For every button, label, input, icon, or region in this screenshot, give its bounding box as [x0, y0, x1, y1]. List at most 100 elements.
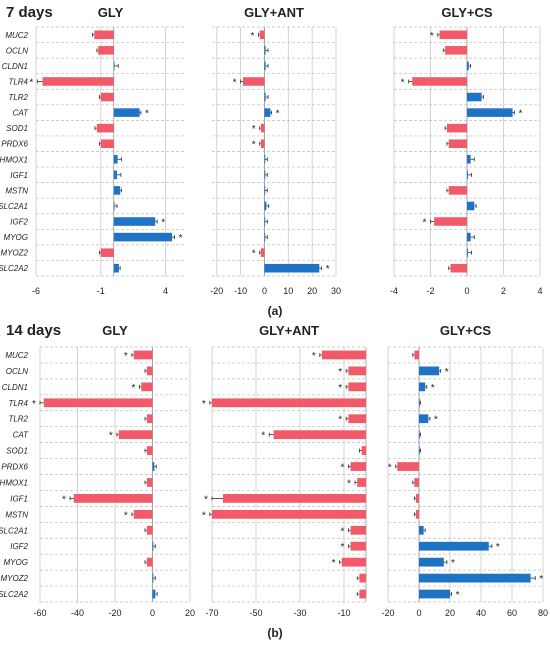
tick-label: 60: [507, 608, 517, 618]
significance-star: *: [251, 31, 255, 42]
bar: [152, 589, 156, 599]
gene-label: MUC2: [5, 351, 28, 360]
bar: [350, 525, 366, 535]
bar: [361, 446, 366, 455]
bar: [98, 46, 114, 55]
bar: [467, 170, 468, 180]
bar: [146, 414, 153, 424]
gene-label: CAT: [13, 109, 30, 118]
significance-star: *: [456, 590, 460, 601]
tick-label: 80: [538, 608, 548, 618]
tick-label: 4: [537, 286, 542, 296]
bar: [264, 92, 266, 102]
bar: [260, 123, 265, 133]
bar: [264, 61, 266, 71]
bar: [448, 186, 467, 195]
gene-label: MUC2: [5, 31, 28, 40]
tick-label: 0: [416, 608, 421, 618]
significance-star: *: [124, 510, 128, 521]
bar: [212, 509, 366, 519]
significance-star: *: [179, 233, 183, 244]
tick-label: 30: [331, 286, 341, 296]
panel-title: GLY: [102, 323, 128, 338]
tick-label: 40: [476, 608, 486, 618]
significance-star: *: [252, 140, 256, 151]
bar: [350, 462, 366, 471]
tick-label: -70: [205, 608, 218, 618]
block-label: 7 days: [6, 4, 53, 21]
bar: [243, 77, 265, 86]
significance-star: *: [233, 77, 237, 88]
gene-label: IGF2: [10, 218, 28, 227]
bar: [414, 478, 419, 487]
bar: [113, 170, 117, 180]
bar: [467, 92, 482, 102]
bar: [448, 139, 467, 148]
bar: [260, 139, 265, 148]
gene-label: SLC2A2: [0, 590, 29, 599]
tick-label: -20: [210, 286, 223, 296]
gene-label: SOD1: [6, 124, 28, 133]
bar: [113, 232, 173, 242]
bar: [264, 217, 266, 226]
bar: [439, 30, 467, 40]
bar: [434, 217, 467, 226]
tick-label: -2: [426, 286, 434, 296]
bar: [467, 61, 469, 71]
gene-label: CAT: [13, 431, 30, 440]
tick-label: 20: [185, 608, 195, 618]
significance-star: *: [332, 558, 336, 569]
significance-star: *: [62, 494, 66, 505]
bar: [152, 541, 154, 551]
significance-star: *: [338, 383, 342, 394]
bar: [467, 201, 475, 211]
gene-label: SLC2A2: [0, 264, 29, 273]
tick-label: -40: [71, 608, 84, 618]
significance-star: *: [423, 218, 427, 229]
significance-star: *: [252, 249, 256, 260]
bar: [450, 263, 467, 273]
bar: [146, 366, 153, 376]
bar: [100, 248, 114, 257]
tick-label: -4: [390, 286, 398, 296]
bar: [264, 263, 320, 273]
bar: [467, 248, 468, 257]
gene-label: MYOG: [4, 558, 28, 567]
significance-star: *: [539, 574, 543, 585]
bar: [348, 382, 366, 392]
bar: [146, 478, 153, 487]
tick-label: -10: [337, 608, 350, 618]
significance-star: *: [276, 109, 280, 120]
significance-star: *: [204, 494, 208, 505]
bar: [467, 232, 471, 242]
bar: [415, 494, 419, 503]
block-label: 14 days: [6, 322, 61, 339]
gene-label: SLC2A1: [0, 526, 28, 535]
gene-label: SOD1: [6, 447, 28, 456]
panel-title: GLY+ANT: [259, 323, 319, 338]
gene-label: SLC2A1: [0, 202, 28, 211]
significance-star: *: [388, 463, 392, 474]
significance-star: *: [202, 399, 206, 410]
bar: [341, 557, 366, 567]
significance-star: *: [340, 463, 344, 474]
bar: [412, 77, 467, 86]
bar: [100, 139, 114, 148]
significance-star: *: [445, 367, 449, 378]
gene-label: TLR4: [8, 399, 28, 408]
bar: [359, 589, 366, 599]
bar: [445, 46, 467, 55]
significance-star: *: [109, 431, 113, 442]
tick-label: -6: [32, 286, 40, 296]
bar: [96, 123, 114, 133]
bar: [146, 525, 153, 535]
bar: [322, 350, 366, 360]
bar: [397, 462, 419, 471]
bar: [113, 155, 118, 164]
bar: [223, 494, 366, 503]
tick-label: -20: [381, 608, 394, 618]
significance-star: *: [161, 218, 165, 229]
tick-label: -30: [293, 608, 306, 618]
bar: [419, 557, 444, 567]
